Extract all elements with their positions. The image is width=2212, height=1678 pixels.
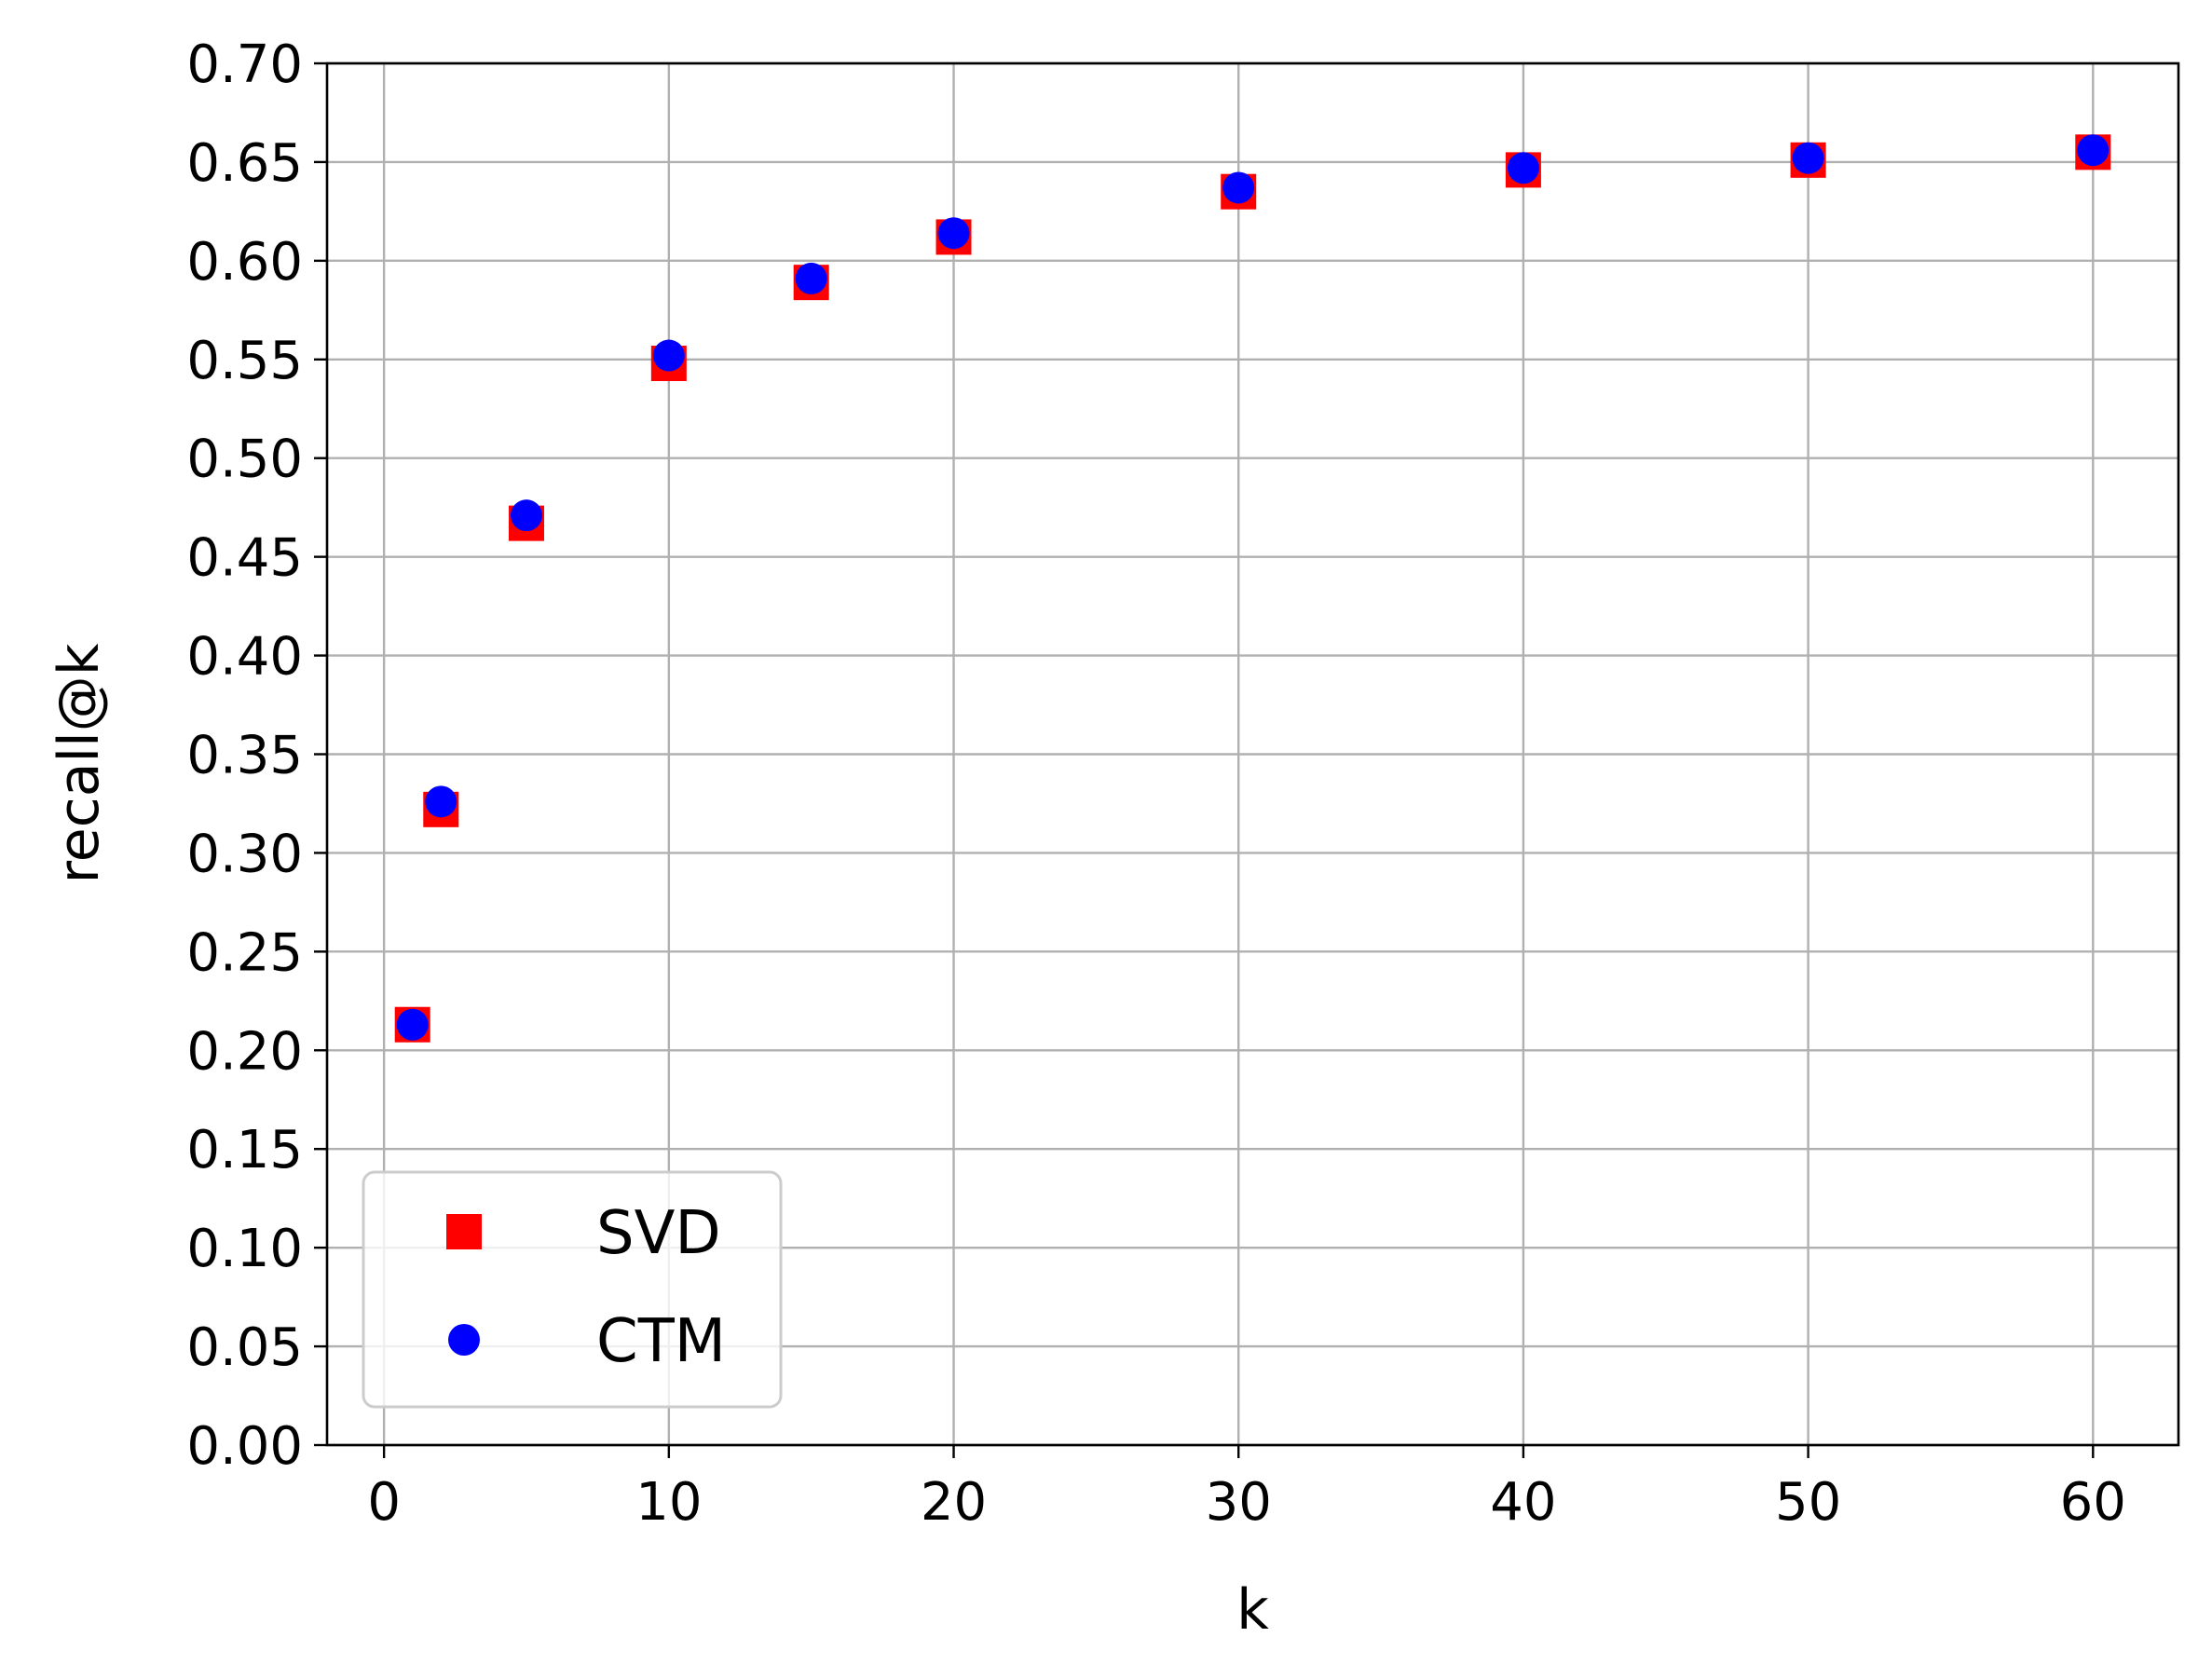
legend: SVD CTM — [362, 1170, 783, 1409]
y-tick-label: 0.50 — [186, 430, 303, 490]
legend-marker-ctm — [448, 1324, 480, 1356]
y-tick-label: 0.55 — [186, 331, 303, 391]
ctm-point — [1507, 152, 1539, 184]
x-tick-label: 20 — [921, 1472, 987, 1533]
y-tick-label: 0.00 — [186, 1416, 303, 1477]
y-tick-label: 0.60 — [186, 232, 303, 293]
y-tick-label: 0.10 — [186, 1219, 303, 1279]
legend-label-ctm: CTM — [596, 1307, 726, 1376]
ctm-point — [510, 499, 542, 532]
ctm-point — [937, 217, 970, 250]
y-tick-label: 0.40 — [186, 627, 303, 688]
ctm-point — [425, 785, 457, 818]
y-tick-label: 0.05 — [186, 1317, 303, 1378]
y-tick-label: 0.35 — [186, 726, 303, 786]
ctm-point — [2077, 134, 2110, 167]
y-tick-label: 0.30 — [186, 824, 303, 884]
ctm-point — [396, 1008, 429, 1041]
data-points — [394, 134, 2111, 1043]
y-tick-label: 0.45 — [186, 528, 303, 589]
x-tick-label: 50 — [1775, 1472, 1841, 1533]
legend-label-svd: SVD — [596, 1199, 721, 1268]
y-tick-label: 0.65 — [186, 133, 303, 194]
axis-ticks: 0 10 20 30 40 50 60 0.00 0.05 0.10 0.15 0.20 0.25 0.3… — [186, 34, 2126, 1533]
y-tick-label: 0.15 — [186, 1120, 303, 1180]
y-tick-label: 0.70 — [186, 34, 303, 95]
x-tick-label: 30 — [1206, 1472, 1272, 1533]
x-tick-label: 0 — [367, 1472, 401, 1533]
legend-marker-svd — [446, 1214, 482, 1249]
x-axis-title: k — [1236, 1577, 1269, 1643]
ctm-point — [795, 262, 827, 294]
y-tick-label: 0.25 — [186, 922, 303, 983]
ctm-point — [652, 339, 685, 372]
x-tick-label: 10 — [635, 1472, 702, 1533]
ctm-point — [1222, 171, 1255, 204]
y-tick-label: 0.20 — [186, 1021, 303, 1082]
y-axis-title: recall@k — [47, 643, 112, 883]
x-tick-label: 60 — [2060, 1472, 2126, 1533]
x-tick-label: 40 — [1490, 1472, 1556, 1533]
ctm-point — [1792, 142, 1824, 174]
